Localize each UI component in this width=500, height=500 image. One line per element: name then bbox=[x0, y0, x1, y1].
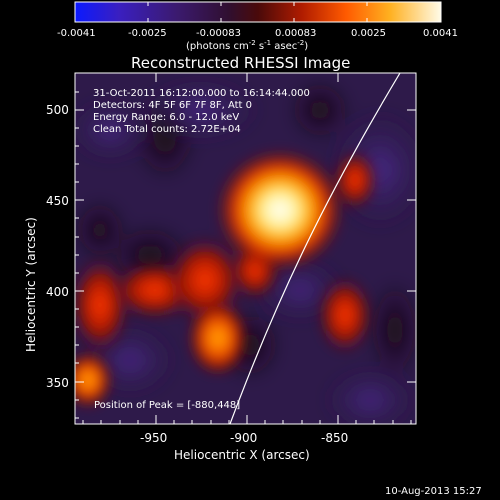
y-tick-label: 500 bbox=[46, 103, 69, 117]
plot-title: Reconstructed RHESSI Image bbox=[131, 54, 350, 72]
y-axis-ticks bbox=[75, 91, 416, 419]
x-axis-label: Heliocentric X (arcsec) bbox=[174, 448, 310, 462]
info-line-time: 31-Oct-2011 16:12:00.000 to 16:14:44.000 bbox=[93, 88, 310, 99]
y-tick-label: 450 bbox=[46, 194, 69, 208]
colorbar-tick-label: -0.0041 bbox=[57, 28, 96, 39]
colorbar-unit-sup: -1 bbox=[264, 39, 271, 47]
colorbar-gradient bbox=[74, 1, 442, 23]
colorbar-unit-part: asec bbox=[271, 41, 297, 52]
colorbar-tick-label: 0.00083 bbox=[275, 28, 316, 39]
y-tick-label: 350 bbox=[46, 376, 69, 390]
colorbar-unit-sup: -2 bbox=[249, 39, 256, 47]
colorbar-tick-label: 0.0041 bbox=[423, 28, 458, 39]
y-axis-label: Heliocentric Y (arcsec) bbox=[24, 217, 38, 352]
peak-position: Position of Peak = [-880,448] bbox=[94, 400, 240, 411]
colorbar-unit-part: ) bbox=[304, 41, 308, 52]
colorbar-tick-label: -0.0025 bbox=[128, 28, 167, 39]
info-line-energy: Energy Range: 6.0 - 12.0 keV bbox=[93, 112, 239, 123]
x-tick-label: -900 bbox=[230, 431, 257, 445]
colorbar-tick-label: -0.00083 bbox=[196, 28, 241, 39]
colorbar-tick-label: 0.0025 bbox=[351, 28, 386, 39]
info-line-detectors: Detectors: 4F 5F 6F 7F 8F, Att 0 bbox=[93, 100, 252, 111]
x-axis-ticks bbox=[82, 73, 412, 424]
info-line-counts: Clean Total counts: 2.72E+04 bbox=[93, 124, 241, 135]
rhessi-image bbox=[75, 73, 416, 424]
colorbar-unit: (photons cm-2 s-1 asec-2) bbox=[186, 39, 308, 52]
colorbar: -0.0041 -0.0025 -0.00083 0.00083 0.0025 … bbox=[57, 1, 458, 52]
colorbar-unit-sup: -2 bbox=[297, 39, 304, 47]
y-tick-label: 400 bbox=[46, 285, 69, 299]
colorbar-unit-part: s bbox=[256, 41, 264, 52]
colorbar-unit-part: (photons cm bbox=[186, 41, 249, 52]
footer-date: 10-Aug-2013 15:27 bbox=[385, 486, 482, 497]
x-tick-label: -850 bbox=[321, 431, 348, 445]
solar-limb-line bbox=[229, 73, 401, 424]
x-tick-label: -950 bbox=[140, 431, 167, 445]
plot-frame bbox=[74, 72, 417, 425]
